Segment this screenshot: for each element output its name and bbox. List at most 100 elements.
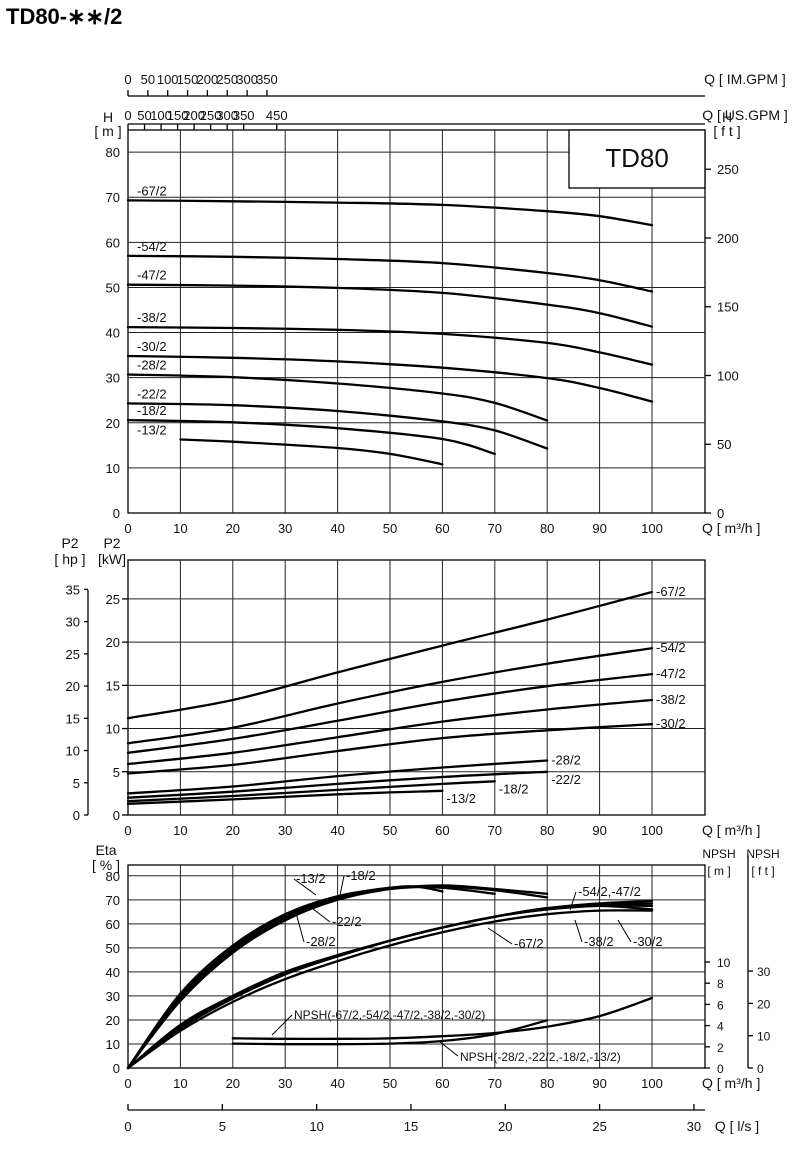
head-x-tick-label: 40	[330, 521, 344, 536]
eff-label-leader	[295, 912, 305, 943]
head-x-tick-label: 80	[540, 521, 554, 536]
npsh-ft-tick-label: 20	[757, 997, 771, 1011]
npsh-ft-axis-title: NPSH	[746, 847, 779, 861]
eff-y-tick-label: 0	[113, 1061, 120, 1076]
power-curve-label: -18/2	[499, 781, 529, 796]
power-hp-axis-title: P2	[61, 535, 78, 551]
head-y-tick-label: 50	[106, 280, 120, 295]
us-gpm-tick-label: 100	[150, 108, 172, 123]
head-y-tick-label: 20	[106, 416, 120, 431]
power-hp-tick-label: 10	[66, 744, 80, 759]
npsh-curve	[231, 1019, 549, 1046]
power-x-tick-label: 80	[540, 823, 554, 838]
head-curve	[126, 254, 654, 293]
eff-curve-label: -67/2	[514, 936, 544, 951]
eff-x-tick-label: 70	[488, 1076, 502, 1091]
eff-curve-label: -38/2	[584, 934, 614, 949]
head-curve	[126, 373, 549, 422]
im-gpm-tick-label: 300	[236, 72, 258, 87]
eff-y-tick-label: 50	[106, 941, 120, 956]
eff-label-leader	[293, 878, 317, 896]
us-gpm-tick-label: 0	[124, 108, 131, 123]
eff-y-tick-label: 10	[106, 1037, 120, 1052]
head-y-right-axis-title: H	[722, 109, 732, 125]
im-gpm-tick-label: 0	[124, 72, 131, 87]
power-kw-tick-label: 15	[106, 678, 120, 693]
head-curve-label: -47/2	[137, 268, 167, 283]
model-badge-text: TD80	[605, 143, 669, 173]
npsh-m-tick-label: 0	[717, 1062, 724, 1076]
power-curve	[126, 759, 549, 795]
npsh-m-tick-label: 4	[717, 1020, 724, 1034]
eff-curve-label: -22/2	[332, 914, 362, 929]
npsh-m-tick-label: 10	[717, 956, 731, 970]
power-x-tick-label: 60	[435, 823, 449, 838]
power-hp-tick-label: 0	[73, 808, 80, 823]
eff-curve-label: -30/2	[633, 934, 663, 949]
head-x-tick-label: 70	[488, 521, 502, 536]
power-kw-axis-title: [kW]	[98, 551, 126, 567]
power-kw-axis-title: P2	[103, 535, 120, 551]
head-y-tick-label: 80	[106, 145, 120, 160]
head-curve	[126, 283, 654, 328]
eff-x-tick-label: 50	[383, 1076, 397, 1091]
ls-tick-label: 5	[219, 1119, 226, 1134]
head-x-tick-label: 100	[641, 521, 663, 536]
power-curve	[126, 770, 549, 799]
eff-y-tick-label: 30	[106, 989, 120, 1004]
im-gpm-tick-label: 150	[177, 72, 199, 87]
eff-y-tick-label: 60	[106, 917, 120, 932]
head-y-right-axis-title: [ f t ]	[713, 123, 740, 139]
eff-curve-label: -13/2	[296, 871, 326, 886]
eff-y-axis-title: [ % ]	[92, 857, 120, 873]
power-hp-axis-title: [ hp ]	[54, 551, 85, 567]
power-kw-tick-label: 20	[106, 635, 120, 650]
eff-curve-label: -18/2	[346, 868, 376, 883]
head-plot-frame	[127, 129, 706, 514]
power-curve	[126, 698, 654, 766]
eff-y-tick-label: 20	[106, 1013, 120, 1028]
head-y-tick-label: 0	[113, 506, 120, 521]
us-gpm-tick-label: 350	[233, 108, 255, 123]
npsh-curve	[231, 996, 654, 1041]
head-x-tick-label: 60	[435, 521, 449, 536]
npsh-label-leader	[271, 1014, 293, 1036]
npsh-m-axis-title: NPSH	[702, 847, 735, 861]
eff-y-tick-label: 70	[106, 893, 120, 908]
head-curve-label: -30/2	[137, 339, 167, 354]
im-gpm-axis-title: Q [ IM.GPM ]	[704, 71, 786, 87]
power-x-tick-label: 90	[592, 823, 606, 838]
head-y-tick-label: 10	[106, 461, 120, 476]
im-gpm-tick-label: 50	[141, 72, 155, 87]
model-badge-box	[568, 129, 706, 189]
eff-x-tick-label: 20	[226, 1076, 240, 1091]
eff-x-axis-title: Q [ m³/h ]	[702, 1075, 760, 1091]
head-curve-label: -67/2	[137, 183, 167, 198]
power-plot-frame	[127, 559, 706, 816]
eff-label-leader	[339, 875, 345, 896]
us-gpm-tick-label: 300	[216, 108, 238, 123]
power-kw-tick-label: 10	[106, 722, 120, 737]
eff-x-tick-label: 30	[278, 1076, 292, 1091]
us-gpm-axis-title: Q [ US.GPM ]	[702, 107, 788, 123]
eff-x-tick-label: 100	[641, 1076, 663, 1091]
head-curve	[126, 418, 496, 456]
power-hp-tick-label: 30	[66, 615, 80, 630]
npsh-m-tick-label: 6	[717, 998, 724, 1012]
head-ft-tick-label: 0	[717, 506, 724, 521]
power-x-tick-label: 100	[641, 823, 663, 838]
power-curve-label: -13/2	[446, 791, 476, 806]
eff-plot-frame	[127, 864, 706, 1069]
eff-x-tick-label: 60	[435, 1076, 449, 1091]
ls-tick-label: 15	[404, 1119, 418, 1134]
power-curve	[126, 590, 654, 720]
head-curve	[126, 354, 654, 403]
head-curve-label: -54/2	[137, 239, 167, 254]
power-curve	[126, 723, 654, 775]
eff-curve	[126, 904, 654, 1070]
npsh-curve-label: NPSH(-67/2,-54/2,-47/2,-38/2,-30/2)	[294, 1008, 485, 1022]
head-curve	[126, 199, 654, 227]
head-y-tick-label: 40	[106, 326, 120, 341]
head-curve	[126, 402, 549, 450]
